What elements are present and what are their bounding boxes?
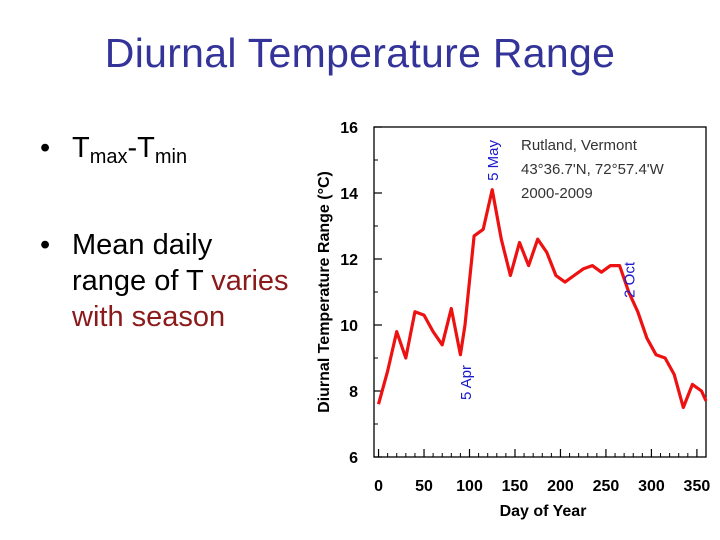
x-tick-label: 200 [547, 478, 574, 495]
y-tick-label: 10 [340, 318, 358, 335]
station-info-line: 43°36.7'N, 72°57.4'W [521, 161, 665, 178]
bullet-dot: • [40, 132, 51, 164]
y-tick-label: 8 [349, 384, 358, 401]
station-info-line: 2000-2009 [521, 185, 593, 202]
bullet-dot: • [40, 229, 51, 261]
y-tick-label: 6 [349, 450, 358, 467]
bullet-text-lead: Mean daily range of T [72, 229, 213, 297]
bullet-tmax-tmin: • Tmax-Tmin [40, 130, 290, 175]
dtr-series-line [376, 188, 708, 410]
bullet-text-accent: varies with season [72, 265, 289, 333]
subscript-max: max [89, 146, 128, 168]
date-annotation: 5 May [485, 140, 502, 181]
x-tick-label: 50 [415, 478, 433, 495]
bullet-text-minus-t: -T [127, 132, 155, 164]
y-axis-label: Diurnal Temperature Range (°C) [316, 171, 333, 413]
y-tick-label: 12 [340, 252, 358, 269]
x-tick-label: 100 [456, 478, 483, 495]
bullet-list: • Tmax-Tmin • Mean daily range of T vari… [40, 130, 290, 335]
station-info-line: Rutland, Vermont [521, 137, 638, 154]
x-tick-label: 250 [593, 478, 620, 495]
x-tick-label: 300 [638, 478, 665, 495]
bullet-mean-range: • Mean daily range of T varies with seas… [40, 227, 290, 335]
subscript-min: min [154, 146, 188, 168]
date-annotation: 2 Oct [622, 261, 639, 298]
bullet-text-t: T [72, 132, 90, 164]
x-tick-label: 0 [374, 478, 383, 495]
x-tick-label: 150 [502, 478, 529, 495]
y-tick-label: 16 [340, 120, 358, 137]
date-annotation: 5 Apr [458, 365, 475, 400]
x-tick-label: 350 [684, 478, 711, 495]
x-axis-label: Day of Year [500, 503, 587, 520]
y-tick-label: 14 [340, 186, 358, 203]
slide-title: Diurnal Temperature Range [104, 30, 616, 76]
